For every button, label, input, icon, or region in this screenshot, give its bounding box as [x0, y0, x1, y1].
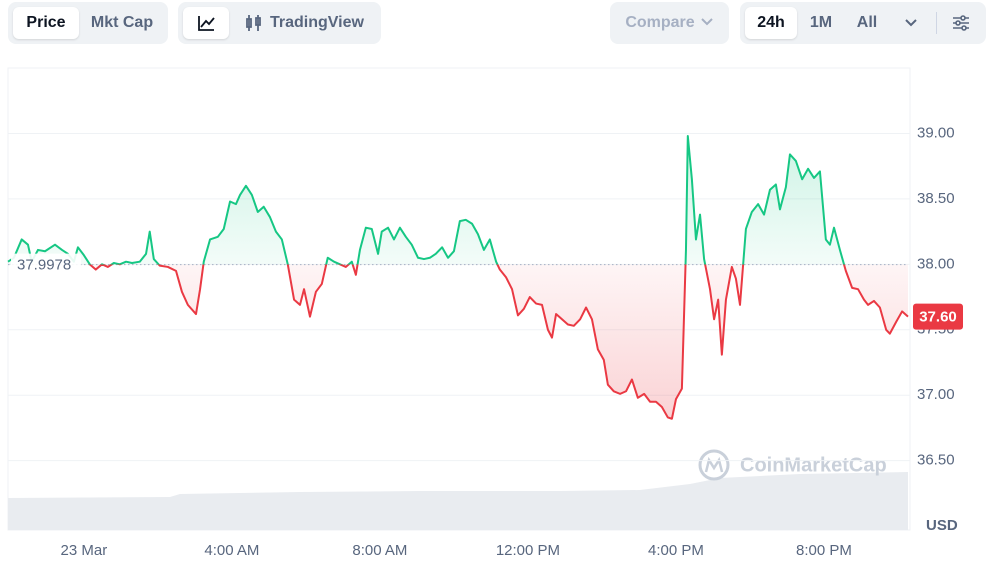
range-24h[interactable]: 24h: [745, 7, 797, 39]
x-tick-label: 4:00 PM: [648, 542, 704, 559]
baseline-label: 37.9978: [17, 257, 71, 274]
x-tick-label: 8:00 PM: [796, 542, 852, 559]
baseline-label-box: [11, 253, 81, 276]
compare-dropdown[interactable]: Compare: [610, 2, 729, 44]
watermark-logo: [698, 449, 730, 481]
x-tick-label: 23 Mar: [61, 542, 108, 559]
chart-type-toggle: TradingView: [178, 2, 381, 44]
divider: [936, 12, 937, 34]
y-unit-label: USD: [926, 517, 958, 534]
tradingview-label: TradingView: [270, 14, 364, 31]
compare-label: Compare: [625, 14, 695, 31]
y-tick-label: 38.50: [917, 190, 955, 207]
settings-icon[interactable]: [952, 14, 970, 32]
y-tick-label: 36.50: [917, 452, 955, 469]
price-button[interactable]: Price: [13, 7, 79, 39]
line-chart-button[interactable]: [183, 7, 229, 39]
candle-icon: [246, 15, 261, 31]
mkt-cap-button[interactable]: Mkt Cap: [90, 14, 154, 31]
watermark-text: CoinMarketCap: [740, 454, 887, 476]
watermark: CoinMarketCap: [698, 449, 887, 481]
view-toggle: Price Mkt Cap: [8, 2, 168, 44]
range-1m[interactable]: 1M: [809, 14, 833, 31]
chevron: [701, 18, 713, 26]
line-icon: [198, 16, 215, 31]
current-price-label: 37.60: [919, 309, 957, 326]
watermark-logo-mark: [704, 456, 724, 473]
price-area: [8, 136, 908, 419]
volume-area: [8, 472, 908, 530]
y-tick-label: 38.00: [917, 255, 955, 272]
y-tick-label: 39.00: [917, 124, 955, 141]
y-tick-label: 37.00: [917, 386, 955, 403]
current-price-badge: [913, 303, 963, 330]
range-toggle: 24h 1M All: [740, 2, 986, 44]
x-tick-label: 4:00 AM: [204, 542, 259, 559]
range-all[interactable]: All: [856, 14, 878, 31]
x-tick-label: 8:00 AM: [352, 542, 407, 559]
x-tick-label: 12:00 PM: [496, 542, 560, 559]
price-line: [7, 135, 909, 420]
range-chevron[interactable]: [904, 18, 918, 28]
tradingview-button[interactable]: TradingView: [234, 7, 376, 39]
